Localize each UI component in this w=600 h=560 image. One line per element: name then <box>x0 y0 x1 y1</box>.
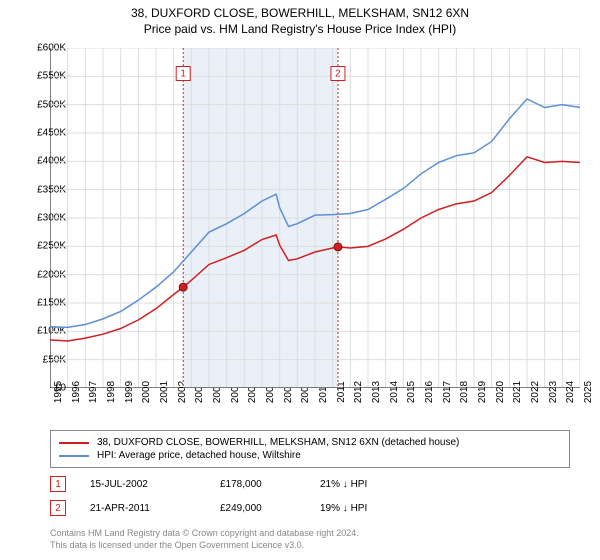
legend-item: HPI: Average price, detached house, Wilt… <box>59 450 561 461</box>
svg-text:1: 1 <box>180 69 186 80</box>
marker-id-box: 2 <box>50 500 66 516</box>
legend: 38, DUXFORD CLOSE, BOWERHILL, MELKSHAM, … <box>50 430 570 468</box>
transaction-diff: 19% ↓ HPI <box>320 503 440 514</box>
chart-title: 38, DUXFORD CLOSE, BOWERHILL, MELKSHAM, … <box>0 6 600 20</box>
transaction-price: £249,000 <box>220 503 320 514</box>
credits-line: This data is licensed under the Open Gov… <box>50 540 359 552</box>
transaction-date: 15-JUL-2002 <box>90 479 220 490</box>
legend-label: HPI: Average price, detached house, Wilt… <box>97 450 301 461</box>
transaction-date: 21-APR-2011 <box>90 503 220 514</box>
chart-subtitle: Price paid vs. HM Land Registry's House … <box>0 22 600 36</box>
legend-swatch <box>59 442 89 444</box>
credits: Contains HM Land Registry data © Crown c… <box>50 528 359 551</box>
x-tick-label: 2025 <box>583 381 594 403</box>
svg-text:2: 2 <box>335 69 341 80</box>
transaction-price: £178,000 <box>220 479 320 490</box>
marker-id-box: 1 <box>50 476 66 492</box>
legend-swatch <box>59 455 89 457</box>
legend-item: 38, DUXFORD CLOSE, BOWERHILL, MELKSHAM, … <box>59 437 561 448</box>
transaction-diff: 21% ↓ HPI <box>320 479 440 490</box>
chart-container: 38, DUXFORD CLOSE, BOWERHILL, MELKSHAM, … <box>0 0 600 560</box>
legend-label: 38, DUXFORD CLOSE, BOWERHILL, MELKSHAM, … <box>97 437 459 448</box>
credits-line: Contains HM Land Registry data © Crown c… <box>50 528 359 540</box>
transaction-row: 2 21-APR-2011 £249,000 19% ↓ HPI <box>50 496 570 520</box>
transaction-table: 1 15-JUL-2002 £178,000 21% ↓ HPI 2 21-AP… <box>50 472 570 520</box>
plot-area: 12 <box>50 48 580 388</box>
transaction-row: 1 15-JUL-2002 £178,000 21% ↓ HPI <box>50 472 570 496</box>
title-block: 38, DUXFORD CLOSE, BOWERHILL, MELKSHAM, … <box>0 0 600 36</box>
chart-svg: 12 <box>50 48 580 388</box>
